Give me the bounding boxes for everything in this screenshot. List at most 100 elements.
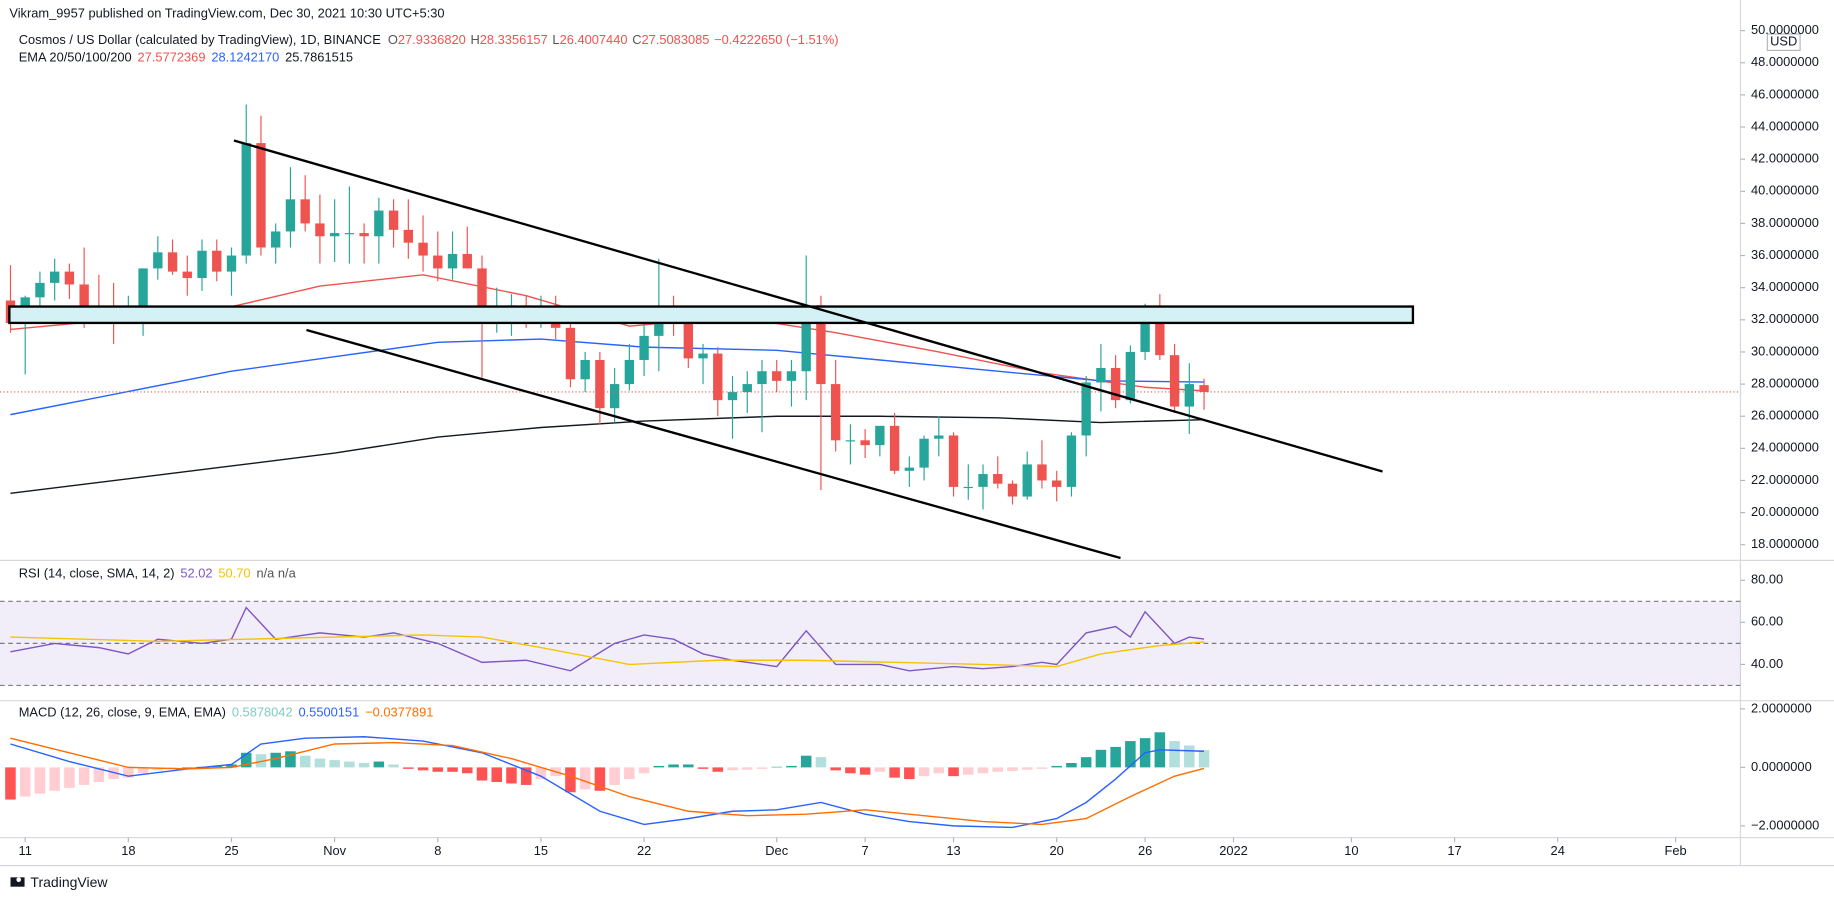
candle-body: [742, 384, 752, 393]
legend-key: H: [470, 32, 479, 47]
histogram-bar: [830, 767, 841, 771]
publisher: Vikram_9957 published on TradingView.com…: [9, 6, 444, 21]
macd-legend: MACD (12, 26, close, 9, EMA, EMA) 0.58780…: [19, 705, 434, 720]
footer-brand: TradingView: [30, 874, 108, 890]
histogram-bar: [1036, 767, 1048, 769]
x-tick-label: Dec: [765, 843, 788, 858]
legend-key: O: [388, 32, 398, 47]
legend-value: n/a n/a: [256, 566, 296, 581]
x-tick-label: 8: [434, 843, 441, 858]
histogram-bar: [565, 767, 576, 793]
rsi-legend: RSI (14, close, SMA, 14, 2) 52.02 50.70 n/a…: [19, 566, 297, 581]
candle-body: [580, 359, 590, 380]
candle-body: [344, 233, 355, 235]
candle-body: [374, 210, 384, 237]
histogram-bar: [64, 767, 75, 788]
candle-body: [212, 250, 222, 272]
x-tick-label: 22: [637, 843, 651, 858]
x-tick-label: 11: [19, 843, 32, 858]
candle-body: [683, 323, 693, 359]
histogram-bar: [314, 758, 326, 768]
candle-body: [1022, 464, 1032, 497]
histogram-bar: [1051, 765, 1062, 768]
candle-body: [978, 474, 988, 487]
candle-body: [889, 425, 900, 471]
x-tick-label: Feb: [1665, 843, 1687, 858]
histogram-bar: [756, 767, 768, 769]
x-tick-label: 20: [1050, 843, 1064, 858]
footer-logo: TradingView: [10, 874, 108, 890]
histogram-bar: [683, 764, 694, 768]
x-tick-label: 2022: [1219, 843, 1248, 858]
histogram-bar: [845, 767, 856, 774]
histogram-bar: [1021, 767, 1033, 770]
candle-body: [1184, 384, 1194, 407]
histogram-bar: [240, 752, 252, 768]
y-tick-label: 80.00: [1751, 572, 1783, 587]
legend-change: −0.4222650 (−1.51%): [714, 32, 838, 47]
histogram-bar: [727, 767, 738, 771]
candle-body: [1125, 351, 1136, 401]
histogram-bar: [285, 751, 296, 768]
candle-body: [1140, 313, 1150, 352]
candle-body: [153, 252, 163, 269]
y-tick-label: 42.0000000: [1751, 151, 1819, 166]
y-tick-label: 0.0000000: [1751, 759, 1812, 774]
candle-body: [1169, 355, 1180, 407]
candle-body: [934, 435, 944, 439]
histogram-bar: [34, 767, 46, 794]
currency-box: [1766, 33, 1801, 51]
histogram-bar: [255, 754, 267, 768]
candle-body: [713, 353, 723, 401]
histogram-bar: [49, 767, 60, 791]
candle-body: [300, 199, 310, 224]
candle-body: [624, 359, 635, 385]
x-tick-label: 15: [534, 843, 548, 858]
candle-body: [388, 210, 399, 230]
y-tick-label: −2.0000000: [1751, 817, 1819, 832]
candle-body: [1037, 464, 1047, 481]
indicator-line: [10, 606, 1205, 672]
candle-body: [639, 335, 649, 360]
histogram-bar: [1110, 746, 1121, 768]
ema-title: EMA 20/50/100/200: [19, 50, 132, 65]
candle-body: [1155, 313, 1165, 356]
ema-legend: EMA 20/50/100/200 27.5772369 28.1242170 25.…: [19, 50, 353, 65]
y-tick-label: 32.0000000: [1751, 311, 1819, 326]
currency: USD: [1770, 34, 1797, 49]
candle-body: [1199, 385, 1209, 392]
histogram-bar: [1125, 741, 1136, 768]
histogram-bar: [19, 767, 31, 797]
candle-body: [845, 440, 856, 442]
histogram-bar: [800, 755, 812, 768]
histogram-bar: [815, 757, 827, 768]
legend-value: 50.70: [218, 566, 250, 581]
y-tick-label: 24.0000000: [1751, 440, 1819, 455]
candle-body: [447, 253, 458, 269]
indicator-line: [10, 736, 1205, 829]
candle-body: [595, 359, 605, 409]
histogram-bar: [373, 761, 385, 768]
y-tick-label: 44.0000000: [1751, 118, 1819, 133]
histogram-bar: [403, 767, 414, 769]
candle-body: [1110, 368, 1121, 401]
candle-body: [418, 242, 428, 256]
histogram-bar: [211, 765, 223, 768]
candle-body: [49, 271, 60, 283]
histogram-bar: [1066, 763, 1077, 768]
histogram-bar: [226, 764, 237, 768]
candle-body: [182, 271, 192, 279]
candle-body: [786, 371, 797, 381]
candle-body: [816, 305, 826, 385]
histogram-bar: [388, 764, 399, 768]
candle-body: [256, 143, 266, 248]
histogram-bar: [1007, 767, 1018, 771]
histogram-bar: [270, 752, 281, 768]
logo-mark: [10, 877, 25, 887]
histogram-bar: [918, 767, 930, 777]
x-tick-label: 18: [121, 843, 135, 858]
histogram-bar: [535, 767, 547, 780]
indicator-line: [10, 737, 1205, 826]
candle-body: [1052, 480, 1062, 487]
